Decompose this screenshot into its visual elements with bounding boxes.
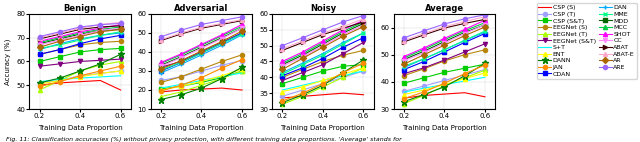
Title: Adversarial: Adversarial	[174, 4, 228, 13]
X-axis label: Training Data Proportion: Training Data Proportion	[38, 125, 122, 131]
Legend: CSP (S), CSP (T), CSP (S&T), EEGNet (S), EEGNet (T), EEGNet (S&T), S+T, ENT, DAN: CSP (S), CSP (T), CSP (S&T), EEGNet (S),…	[536, 3, 637, 79]
Title: Average: Average	[425, 4, 464, 13]
Title: Benign: Benign	[63, 4, 97, 13]
X-axis label: Training Data Proportion: Training Data Proportion	[159, 125, 244, 131]
Title: Noisy: Noisy	[310, 4, 336, 13]
Text: Fig. 11: Classification accuracies (%) without privacy protection, with differen: Fig. 11: Classification accuracies (%) w…	[6, 137, 402, 142]
Y-axis label: Accuracy (%): Accuracy (%)	[4, 38, 11, 85]
X-axis label: Training Data Proportion: Training Data Proportion	[280, 125, 365, 131]
X-axis label: Training Data Proportion: Training Data Proportion	[402, 125, 487, 131]
